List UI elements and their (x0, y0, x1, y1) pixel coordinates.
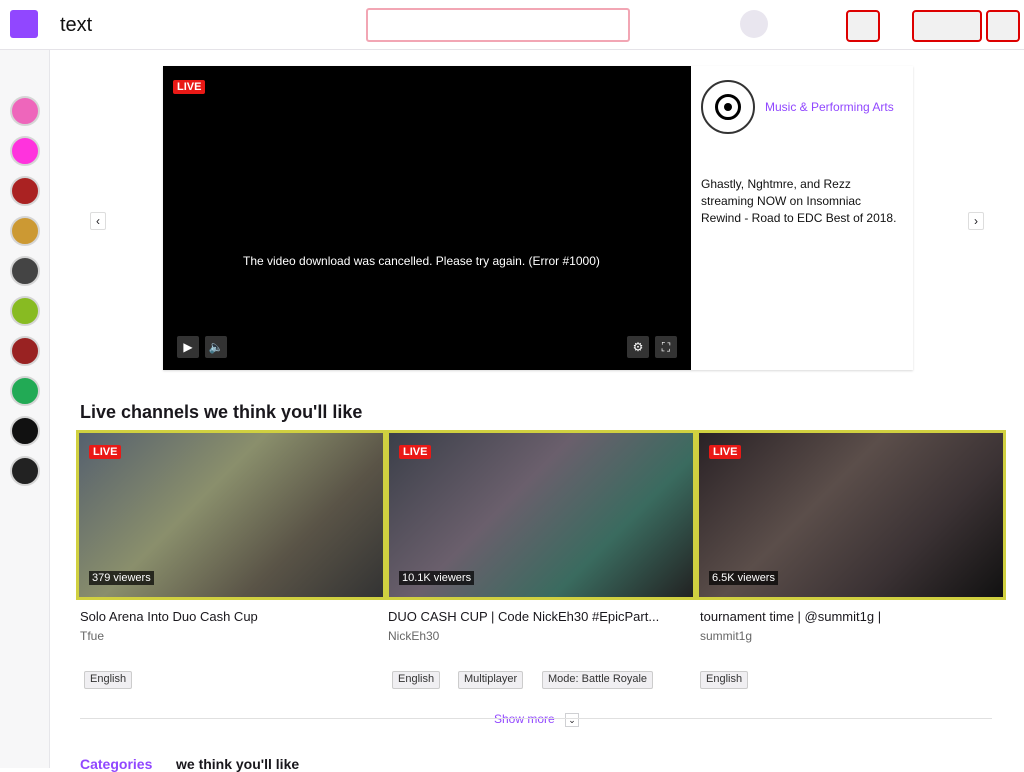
fullscreen-button[interactable]: ⛶ (655, 336, 677, 358)
tag-battle-royale[interactable]: Mode: Battle Royale (542, 671, 654, 689)
brand-text[interactable]: text (60, 14, 93, 36)
settings-button[interactable]: ⚙ (627, 336, 649, 358)
stream-title[interactable]: tournament time | @summit1g | (700, 609, 882, 624)
chevron-down-icon[interactable]: ⌄ (565, 713, 579, 727)
channel-avatar[interactable] (10, 136, 40, 166)
stream-title[interactable]: DUO CASH CUP | Code NickEh30 #EpicPart..… (388, 609, 660, 624)
live-badge: LIVE (709, 445, 742, 459)
top-button-3[interactable] (986, 10, 1020, 42)
volume-button[interactable]: 🔈 (205, 336, 227, 358)
play-button[interactable]: ▶ (177, 336, 199, 358)
show-more-link[interactable]: Show more (494, 712, 555, 726)
channel-avatar[interactable] (10, 96, 40, 126)
left-sidebar (0, 50, 50, 768)
app-logo[interactable] (10, 10, 38, 38)
channel-avatar[interactable] (10, 336, 40, 366)
channel-avatar[interactable] (10, 296, 40, 326)
tag-multiplayer[interactable]: Multiplayer (458, 671, 524, 689)
notifications-icon[interactable] (740, 10, 768, 38)
channel-avatar[interactable] (10, 416, 40, 446)
stream-card[interactable]: LIVE 6.5K viewers (696, 430, 1006, 600)
top-navigation: text (0, 0, 1024, 50)
channel-avatar[interactable] (10, 456, 40, 486)
channel-avatar[interactable] (10, 376, 40, 406)
top-button-2[interactable] (912, 10, 982, 42)
streamer-name[interactable]: Tfue (80, 629, 105, 643)
stream-description: Ghastly, Nghtmre, and Rezz streaming NOW… (701, 177, 897, 225)
channel-avatar[interactable] (10, 216, 40, 246)
category-link[interactable]: Music & Performing Arts (765, 100, 894, 114)
section-divider (80, 718, 992, 719)
channel-logo[interactable] (701, 80, 755, 134)
viewer-count: 379 viewers (89, 571, 154, 585)
next-button[interactable]: › (968, 212, 984, 230)
top-button-1[interactable] (846, 10, 880, 42)
stream-card[interactable]: LIVE 379 viewers (76, 430, 386, 600)
streamer-name[interactable]: NickEh30 (388, 629, 440, 643)
featured-stream: LIVE The video download was cancelled. P… (163, 66, 913, 370)
tag-english[interactable]: English (700, 671, 749, 689)
viewer-count: 6.5K viewers (709, 571, 778, 585)
stream-title[interactable]: Solo Arena Into Duo Cash Cup (80, 609, 258, 624)
channel-avatar[interactable] (10, 256, 40, 286)
viewer-count: 10.1K viewers (399, 571, 475, 585)
search-input[interactable] (366, 8, 630, 42)
categories-link[interactable]: Categories (80, 756, 153, 772)
live-badge: LIVE (399, 445, 432, 459)
live-badge: LIVE (173, 80, 206, 94)
previous-button[interactable]: ‹ (90, 212, 106, 230)
streamer-name[interactable]: summit1g (700, 629, 753, 643)
stream-card[interactable]: LIVE 10.1K viewers (386, 430, 696, 600)
video-player[interactable]: LIVE The video download was cancelled. P… (163, 66, 691, 370)
tag-english[interactable]: English (392, 671, 441, 689)
categories-heading-suffix: we think you'll like (176, 756, 300, 772)
tag-english[interactable]: English (84, 671, 133, 689)
live-badge: LIVE (89, 445, 122, 459)
channel-avatar[interactable] (10, 176, 40, 206)
section-title: Live channels we think you'll like (80, 402, 363, 422)
video-error-message: The video download was cancelled. Please… (243, 254, 600, 268)
